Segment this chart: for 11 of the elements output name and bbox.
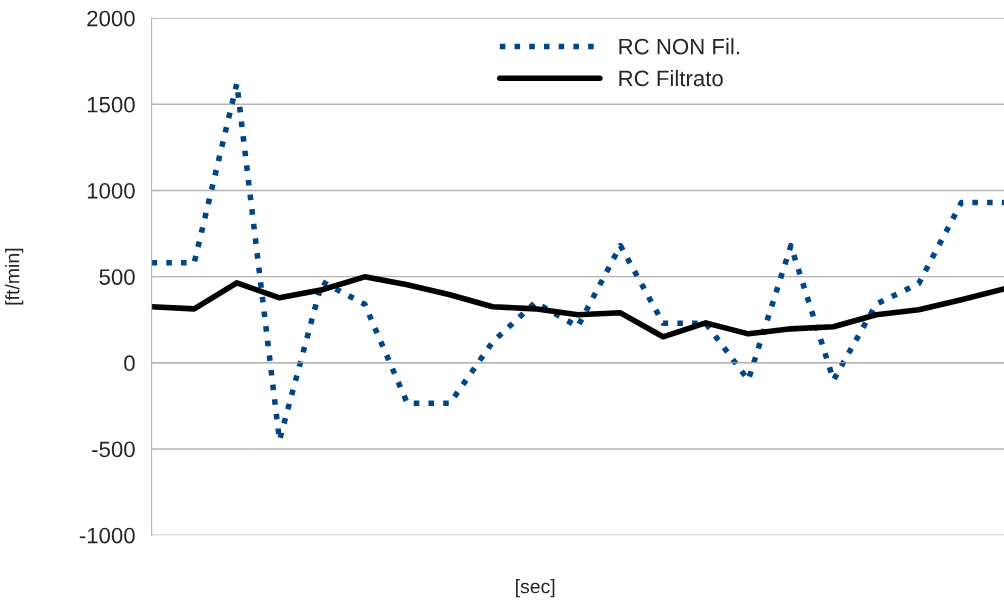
y-axis-title: [ft/min] xyxy=(5,248,24,305)
legend-label: RC Filtrato xyxy=(619,69,723,87)
y-tick-label: 1500 xyxy=(87,96,135,113)
y-tick-label: 1000 xyxy=(87,183,135,199)
x-axis-title: [sec] xyxy=(516,579,555,598)
y-tick-label: 500 xyxy=(99,269,135,285)
legend-label: RC NON Fil. xyxy=(619,38,740,55)
y-tick-label: 2000 xyxy=(87,10,135,27)
y-tick-label: -500 xyxy=(92,441,135,458)
y-tick-label: -1000 xyxy=(79,527,135,544)
y-tick-label: 0 xyxy=(124,355,135,372)
